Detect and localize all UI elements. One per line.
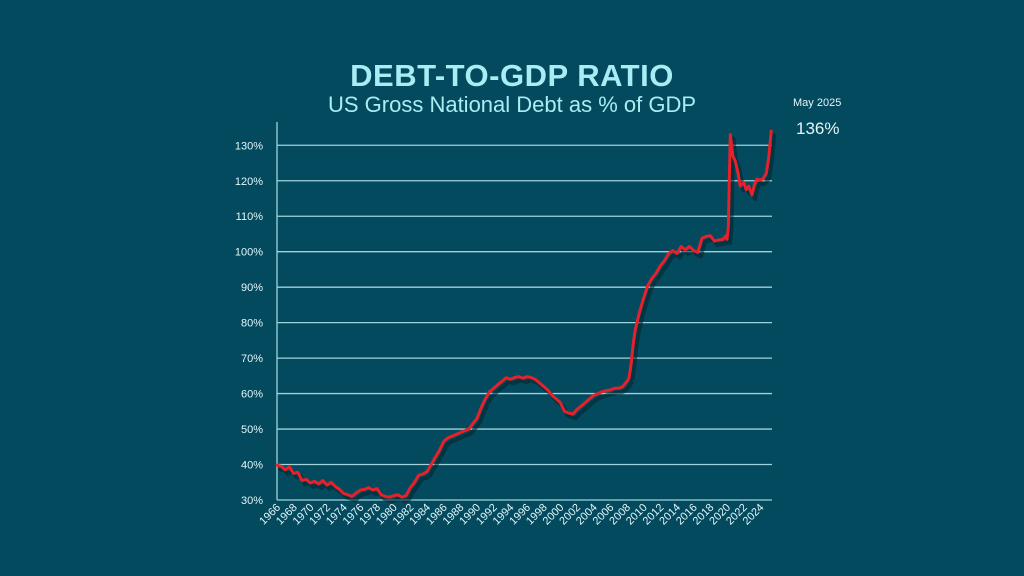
series-line-shadow [278,133,777,504]
y-tick-label: 50% [241,424,263,436]
y-tick-label: 110% [236,211,264,223]
y-tick-label: 30% [241,495,263,507]
y-tick-label: 60% [241,389,263,401]
y-axis-tick-labels: 30% 40% 50% 60% 70% 80% 90% 100% 110% 120% 130% [235,140,263,507]
y-tick-label: 70% [241,353,263,365]
latest-date-label: May 2025 [793,97,842,109]
x-axis-tick-labels: 1966196819701972197419761978198019821984… [257,502,766,528]
gridlines [277,144,772,501]
y-tick-label: 80% [241,318,263,330]
chart-subtitle: US Gross National Debt as % of GDP [327,92,697,117]
latest-value-label: 136% [796,119,840,138]
y-tick-label: 40% [241,460,263,472]
series-layer [275,129,777,504]
series-line-debt-to-gdp [275,129,773,499]
y-tick-label: 100% [235,247,263,259]
y-tick-label: 90% [241,282,263,294]
chart-title: DEBT-TO-GDP RATIO [350,58,674,93]
y-tick-label: 120% [235,176,263,188]
y-tick-label: 130% [235,140,263,152]
